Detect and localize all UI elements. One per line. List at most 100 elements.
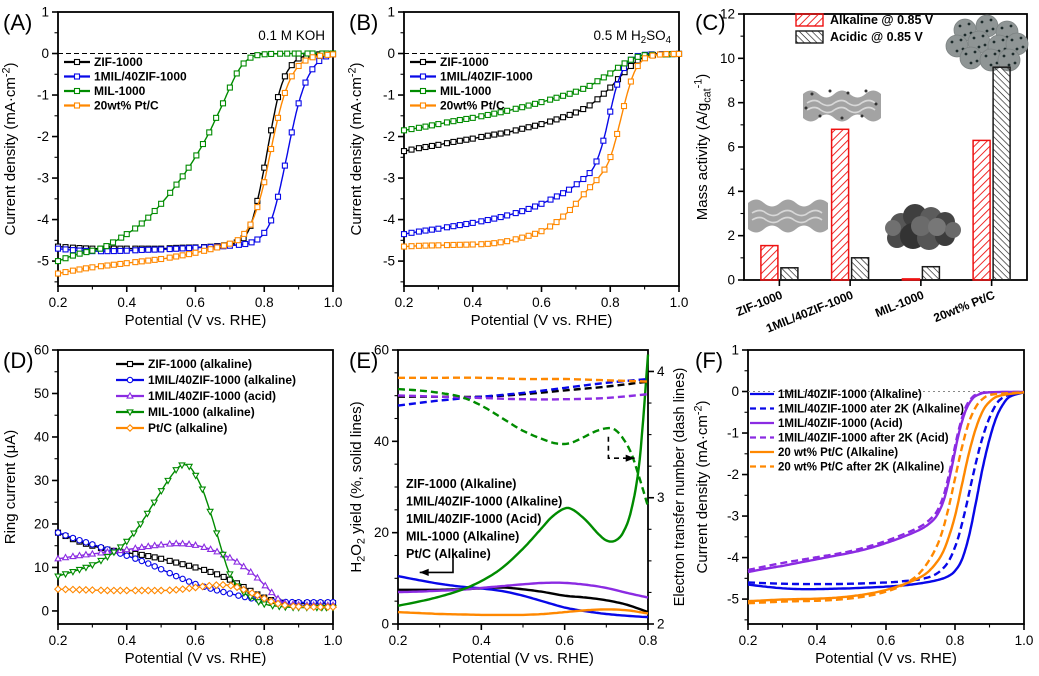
panel-label: (F) [695,348,723,373]
x-tick-label: 0.8 [639,633,658,648]
panel-label: (D) [3,348,34,373]
series-1MIL/40ZIF-1000 (Acid) [747,390,1025,574]
y-tick-label: 6 [727,140,735,155]
category-label: ZIF-1000 [734,288,785,319]
right-axis-label: Electron transfer number (dash lines) [672,368,688,607]
x-tick-label: 0.8 [946,633,965,648]
y-axis-label: Mass activity (A/gcat-1) [693,74,714,221]
legend: Alkaline @ 0.85 V Acidic @ 0.85 V [795,13,934,44]
legend-item-label: MIL-1000 [94,84,146,98]
series-MIL-1000 yield [397,354,650,607]
x-axis-label: Potential (V vs. RHE) [125,650,267,667]
panel-f-chart: 0.2 0.4 0.6 0.8 1.0 1 0 -1 -2 -3 -4 -5 Potential (V … [693,343,1034,668]
legend: ZIF-1000 (alkaline) 1MIL/40ZIF-1000 (alka… [116,357,296,435]
axes: 0.2 0.4 0.6 0.8 1.0 1 0 -1 -2 -3 -4 -5 [37,5,342,311]
legend-item-label: Pt/C (alkaline) [148,421,227,435]
legend-item-label: 1MIL/40ZIF-1000 ater 2K (Alkaline) [778,404,964,416]
y-tick-label: 0 [731,384,739,399]
y-tick-label: 20 [34,516,49,531]
y-tick-label: 60 [34,343,49,358]
series-1MIL/40ZIF-1000 alkaline yield [397,574,649,619]
bar-ZIF-1000-alkaline [760,244,779,281]
x-tick-label: 0.2 [395,295,414,310]
y-tick-label: 0 [381,617,389,632]
legend: 1MIL/40ZIF-1000 (Alkaline) 1MIL/40ZIF-100… [750,389,964,474]
category-label: 20wt% Pt/C [932,288,998,325]
x-tick-label: 0.6 [186,633,205,648]
y-tick-label: 30 [34,473,49,488]
series-20 wt% Pt/C (Alkaline) [747,391,1025,603]
x-tick-label: 0.8 [255,295,274,310]
y-tick-label: 0 [387,46,395,61]
right-tick-label: 3 [657,490,665,505]
legend-item-label: ZIF-1000 (alkaline) [148,357,252,371]
axes: 0.2 0.4 0.6 0.8 0 20 40 60 2 3 4 [374,343,665,649]
bar-MIL-1000-alkaline [901,278,921,281]
legend: ZIF-1000 (Alkaline) 1MIL/40ZIF-1000 (Alka… [406,477,562,561]
series-1MIL/40ZIF-1000 ater 2K (Alkaline) [747,391,1025,586]
y-tick-label: -2 [727,467,739,482]
x-tick-label: 0.6 [555,633,574,648]
y-tick-label: 60 [374,343,389,358]
legend-item-label: 20wt% Pt/C [94,99,159,113]
bar-ZIF-1000-acidic [780,267,799,281]
y-tick-label: -3 [37,171,49,186]
legend-item-label: 1MIL/40ZIF-1000 (Acid) [406,512,541,526]
x-tick-label: 1.0 [670,295,689,310]
y-tick-label: -4 [727,550,739,565]
y-tick-label: -4 [383,212,395,227]
legend-swatch [795,13,824,27]
panel-b-chart: 0.2 0.4 0.6 0.8 1.0 1 0 -1 -2 -3 -4 -5 Potential (V … [347,5,689,330]
legend-item-label: 1MIL/40ZIF-1000 (alkaline) [148,373,296,387]
y-tick-label: -1 [727,426,739,441]
x-tick-label: 0.2 [739,633,758,648]
x-tick-label: 1.0 [324,295,343,310]
bar-1MIL/40ZIF-1000-acidic [850,257,870,281]
bar-1MIL/40ZIF-1000-alkaline [830,128,850,281]
y-tick-label: 40 [374,434,389,449]
inset-ptc-spheres [945,14,1029,72]
y-axis-label: Ring current (μA) [2,430,19,545]
x-tick-label: 0.4 [463,295,482,310]
x-tick-label: 0.4 [472,633,491,648]
series-1MIL/40ZIF-1000 acid yield [398,581,649,599]
axes: 0.2 0.4 0.6 0.8 1.0 1 0 -1 -2 -3 -4 -5 [727,343,1033,649]
x-axis-label: Potential (V vs. RHE) [471,312,613,329]
y-tick-label: 0 [41,603,49,618]
y-tick-label: -1 [37,88,49,103]
y-tick-label: -4 [37,212,49,227]
legend-item-label: MIL-1000 (alkaline) [148,405,255,419]
y-tick-label: 20 [374,525,389,540]
series-1MIL/40ZIF-1000 acid n [397,393,649,401]
plot-box [57,11,334,287]
axes: 0.2 0.4 0.6 0.8 1.0 1 0 -1 -2 -3 -4 -5 [383,5,688,311]
y-tick-label: 50 [34,386,49,401]
y-tick-label: 10 [34,560,49,575]
series-group [54,50,337,277]
bars [760,66,1011,281]
series-group [54,462,337,612]
y-tick-label: -2 [37,129,49,144]
electrolyte-note: 0.1 M KOH [258,28,325,43]
x-tick-label: 0.8 [601,295,620,310]
x-tick-label: 0.2 [49,295,68,310]
inset-zif-nanosheet [748,199,828,233]
series-group [747,390,1025,605]
y-tick-label: -3 [383,171,395,186]
panel-label: (A) [3,10,32,35]
x-tick-label: 0.6 [532,295,551,310]
series-1MIL/40ZIF-1000 (Alkaline) [747,391,1025,591]
bar-20wt% Pt/C-alkaline [972,139,991,281]
series-ZIF-1000 n [398,380,649,399]
legend-item-label: ZIF-1000 [94,55,143,69]
x-axis-label: Potential (V vs. RHE) [125,312,267,329]
legend-item-label: 1MIL/40ZIF-1000 [94,70,187,84]
series-group [397,354,650,619]
y-tick-label: -5 [727,592,739,607]
y-axis-label: H2O2 yield (%, solid lines) [348,401,367,572]
legend-item-label: MIL-1000 (Alkaline) [406,530,519,544]
